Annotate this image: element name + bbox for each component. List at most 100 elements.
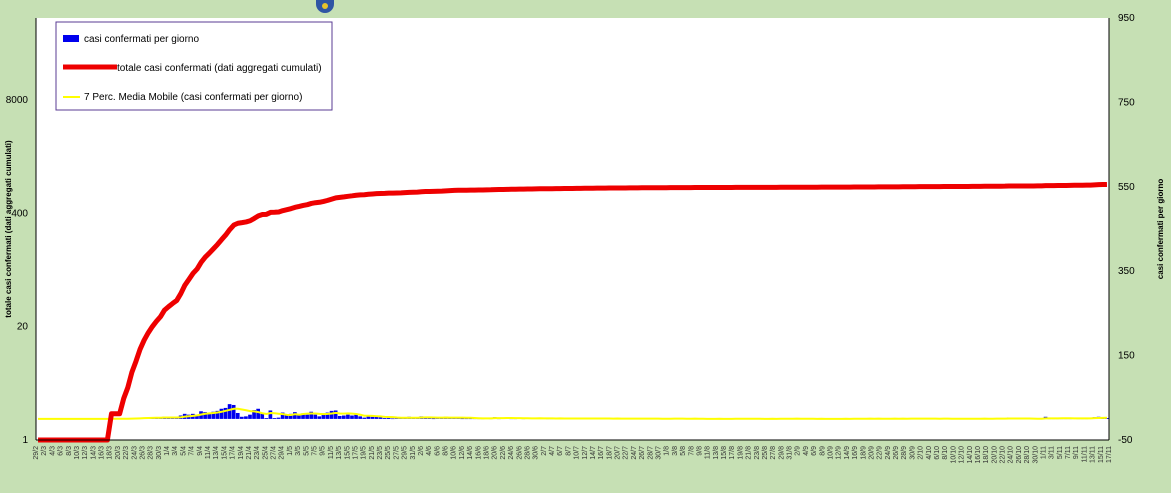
x-tick-label: 22/10 xyxy=(1000,446,1007,464)
x-tick-label: 25/8 xyxy=(762,446,769,460)
x-tick-label: 28/9 xyxy=(901,446,908,460)
x-tick-label: 5/8 xyxy=(680,446,687,456)
x-tick-label: 23/4 xyxy=(254,446,261,460)
right-axis-tick: 350 xyxy=(1118,266,1135,277)
daily-bar xyxy=(333,410,338,419)
daily-bar xyxy=(346,414,350,419)
right-axis-tick: 150 xyxy=(1118,351,1135,362)
x-tick-label: 26/7 xyxy=(639,446,646,460)
daily-bar xyxy=(207,412,212,419)
x-tick-label: 26/10 xyxy=(1016,446,1023,464)
daily-bar xyxy=(211,411,216,419)
x-tick-label: 28/3 xyxy=(148,446,155,460)
x-tick-label: 5/11 xyxy=(1057,446,1064,459)
x-tick-label: 26/9 xyxy=(893,446,900,460)
daily-bar xyxy=(317,416,322,419)
legend: casi confermati per giorno totale casi c… xyxy=(55,21,333,111)
x-tick-label: 14/6 xyxy=(467,446,474,460)
daily-bar xyxy=(203,412,207,419)
daily-bar xyxy=(227,404,232,419)
x-tick-label: 16/7 xyxy=(598,446,605,460)
x-tick-label: 31/8 xyxy=(787,446,794,460)
x-tick-label: 30/6 xyxy=(533,446,540,460)
x-tick-label: 11/8 xyxy=(705,446,712,459)
x-tick-label: 22/3 xyxy=(123,446,130,460)
daily-bar xyxy=(288,413,293,419)
daily-bar xyxy=(337,415,342,419)
x-tick-label: 13/4 xyxy=(213,446,220,460)
x-tick-label: 6/3 xyxy=(58,446,65,456)
x-tick-label: 18/3 xyxy=(107,446,114,460)
x-tick-label: 9/11 xyxy=(1073,446,1080,459)
x-tick-label: 14/7 xyxy=(590,446,597,460)
daily-bar xyxy=(370,416,375,419)
left-axis-tick: 20 xyxy=(17,322,29,333)
x-tick-label: 20/3 xyxy=(115,446,122,460)
x-tick-label: 2/7 xyxy=(541,446,548,456)
x-tick-label: 19/5 xyxy=(361,446,368,460)
x-tick-label: 9/8 xyxy=(696,446,703,456)
x-tick-label: 18/9 xyxy=(860,446,867,460)
x-tick-label: 30/3 xyxy=(156,446,163,460)
x-tick-label: 6/6 xyxy=(434,446,441,456)
x-tick-label: 22/7 xyxy=(623,446,630,460)
daily-bar xyxy=(264,418,269,419)
right-axis-tick: 550 xyxy=(1118,182,1135,193)
x-tick-label: 13/8 xyxy=(713,446,720,460)
emblem-icon xyxy=(316,0,334,13)
daily-bar xyxy=(358,416,362,419)
x-tick-label: 29/8 xyxy=(778,446,785,460)
x-tick-label: 30/9 xyxy=(909,446,916,460)
x-tick-label: 28/10 xyxy=(1024,446,1031,464)
x-tick-label: 26/3 xyxy=(139,446,146,460)
x-tick-label: 18/10 xyxy=(983,446,990,464)
x-tick-label: 17/4 xyxy=(230,446,237,460)
x-tick-label: 4/6 xyxy=(426,446,433,456)
moving-average-line xyxy=(38,407,1107,420)
daily-bar xyxy=(431,418,436,420)
daily-bar xyxy=(272,418,277,419)
x-tick-label: 5/5 xyxy=(303,446,310,456)
x-tick-label: 20/10 xyxy=(991,446,998,464)
x-tick-label: 8/10 xyxy=(942,446,949,460)
legend-label-average: 7 Perc. Media Mobile (casi confermati pe… xyxy=(84,92,302,103)
x-tick-label: 27/4 xyxy=(271,446,278,460)
x-tick-label: 29/2 xyxy=(33,446,40,460)
x-tick-label: 7/5 xyxy=(311,446,318,456)
x-tick-label: 10/7 xyxy=(574,446,581,460)
x-tick-label: 2/10 xyxy=(918,446,925,460)
daily-bar xyxy=(231,404,236,419)
lines-layer xyxy=(38,181,1108,443)
x-tick-label: 3/5 xyxy=(295,446,302,456)
x-tick-label: 28/7 xyxy=(647,446,654,460)
left-axis-tick: 1 xyxy=(22,435,28,446)
right-axis-title: casi confermati per giorno xyxy=(1156,179,1165,280)
x-tick-label: 1/4 xyxy=(164,446,171,456)
x-tick-label: 20/7 xyxy=(615,446,622,460)
daily-bar xyxy=(260,412,265,419)
x-tick-label: 15/8 xyxy=(721,446,728,460)
x-tick-label: 15/4 xyxy=(221,446,228,460)
x-tick-label: 16/6 xyxy=(475,446,482,460)
x-tick-label: 10/3 xyxy=(74,446,81,460)
daily-bar xyxy=(293,412,297,419)
x-tick-label: 23/8 xyxy=(754,446,761,460)
x-tick-label: 28/6 xyxy=(524,446,531,460)
x-tick-label: 1/5 xyxy=(287,446,294,456)
daily-bar xyxy=(382,418,387,419)
x-tick-label: 10/9 xyxy=(828,446,835,460)
daily-bar xyxy=(284,414,289,419)
x-tick-label: 24/7 xyxy=(631,446,638,460)
legend-label-bars: casi confermati per giorno xyxy=(84,34,199,45)
daily-bar xyxy=(313,414,318,419)
daily-bar xyxy=(239,416,244,419)
x-tick-label: 5/4 xyxy=(180,446,187,456)
x-tick-label: 11/11 xyxy=(1081,446,1088,463)
x-tick-label: 2/9 xyxy=(795,446,802,456)
x-tick-label: 16/10 xyxy=(975,446,982,464)
x-tick-label: 21/4 xyxy=(246,446,253,460)
x-tick-label: 17/5 xyxy=(352,446,359,460)
x-tick-label: 8/3 xyxy=(66,446,73,456)
daily-bar xyxy=(195,414,199,419)
x-tick-label: 4/7 xyxy=(549,446,556,456)
